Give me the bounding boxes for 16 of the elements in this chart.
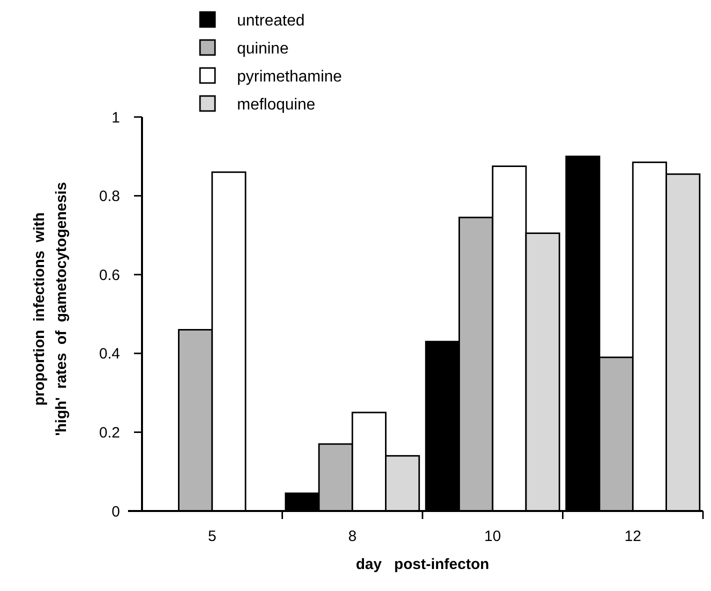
legend-label: untreated [237,12,305,30]
legend-label: mefloquine [237,96,316,114]
x-tick-label: 8 [348,528,357,545]
legend-label: pyrimethamine [237,68,342,86]
y-tick-label: 1 [112,109,120,126]
y-axis-title: proportion infections with 'high' rates of gametocytogenesis [31,182,70,436]
x-tick-label: 5 [208,528,216,545]
x-axis-title: day post-infecton [356,556,490,573]
y-tick-label: 0.4 [99,346,120,363]
x-tick-label: 10 [484,528,501,545]
x-tick-label: 12 [624,528,642,545]
y-tick-label: 0.8 [99,188,120,206]
y-tick-label: 0.6 [99,266,120,284]
y-tick-label: 0 [112,503,120,520]
legend-label: quinine [237,40,289,58]
y-tick-label: 0.2 [99,424,120,442]
